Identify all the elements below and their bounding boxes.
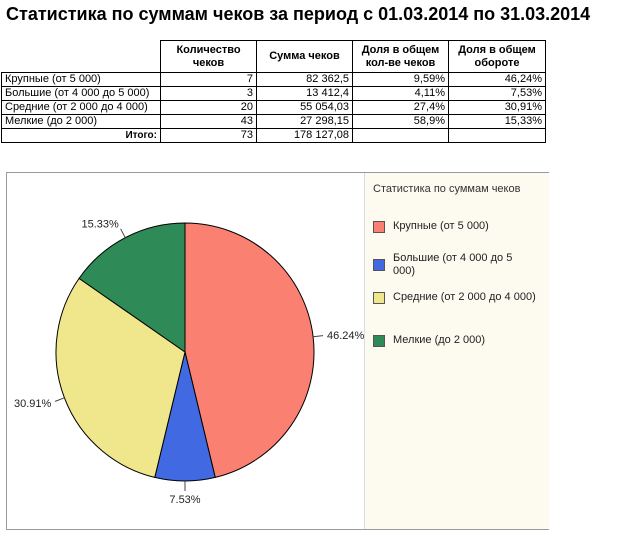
row-label: Крупные (от 5 000) xyxy=(1,72,161,87)
table-total-row: Итого: 73 178 127,08 xyxy=(1,128,546,143)
legend-swatch xyxy=(373,259,385,271)
legend-swatch xyxy=(373,335,385,347)
total-share-turnover xyxy=(448,128,546,143)
total-label: Итого: xyxy=(1,128,161,143)
row-share-turnover: 30,91% xyxy=(448,100,546,115)
slice-leader-line xyxy=(313,335,324,338)
table-header-row: Количество чеков Сумма чеков Доля в обще… xyxy=(1,40,546,73)
row-count: 43 xyxy=(160,114,257,129)
chart-legend: Статистика по суммам чеков Крупные (от 5… xyxy=(364,173,549,529)
slice-label: 7.53% xyxy=(169,494,200,506)
slice-label: 46.24% xyxy=(327,330,364,342)
header-cell-share-count: Доля в общем кол-ве чеков xyxy=(352,40,449,73)
row-count: 7 xyxy=(160,72,257,87)
row-label: Средние (от 2 000 до 4 000) xyxy=(1,100,161,115)
pie-chart: 46.24% 7.53% 30.91% 15.33% xyxy=(14,218,365,506)
table-row: Крупные (от 5 000) 7 82 362,5 9,59% 46,2… xyxy=(1,72,546,87)
row-share-count: 4,11% xyxy=(352,86,449,101)
report-title: Статистика по суммам чеков за период с 0… xyxy=(6,4,591,24)
row-count: 3 xyxy=(160,86,257,101)
row-share-count: 9,59% xyxy=(352,72,449,87)
row-share-turnover: 7,53% xyxy=(448,86,546,101)
row-count: 20 xyxy=(160,100,257,115)
row-sum: 13 412,4 xyxy=(256,86,353,101)
header-cell-count: Количество чеков xyxy=(160,40,257,73)
header-cell-sum: Сумма чеков xyxy=(256,40,353,73)
total-share-count xyxy=(352,128,449,143)
row-share-turnover: 46,24% xyxy=(448,72,546,87)
total-sum: 178 127,08 xyxy=(256,128,353,143)
slice-leader-line xyxy=(54,397,65,402)
legend-label: Мелкие (до 2 000) xyxy=(393,334,486,346)
slice-label: 30.91% xyxy=(14,398,52,410)
row-share-count: 27,4% xyxy=(352,100,449,115)
table-row: Средние (от 2 000 до 4 000) 20 55 054,03… xyxy=(1,100,546,115)
legend-label: Большие (от 4 000 до 5 000) xyxy=(393,252,513,277)
pie-slice xyxy=(78,222,186,353)
row-sum: 55 054,03 xyxy=(256,100,353,115)
row-label: Мелкие (до 2 000) xyxy=(1,114,161,129)
header-cell-share-turnover: Доля в общем обороте xyxy=(448,40,546,73)
row-sum: 82 362,5 xyxy=(256,72,353,87)
header-cell-corner xyxy=(1,40,161,73)
legend-title: Статистика по суммам чеков xyxy=(373,183,521,195)
legend-label: Средние (от 2 000 до 4 000) xyxy=(393,291,536,303)
row-share-count: 58,9% xyxy=(352,114,449,129)
statistics-table: Количество чеков Сумма чеков Доля в обще… xyxy=(1,40,546,143)
pie-slice xyxy=(55,277,186,479)
table-row: Большие (от 4 000 до 5 000) 3 13 412,4 4… xyxy=(1,86,546,101)
legend-swatch xyxy=(373,292,385,304)
row-label: Большие (от 4 000 до 5 000) xyxy=(1,86,161,101)
chart-frame: 46.24% 7.53% 30.91% 15.33% Статистика по су… xyxy=(6,172,549,530)
slice-label: 15.33% xyxy=(81,218,119,230)
row-share-turnover: 15,33% xyxy=(448,114,546,129)
row-sum: 27 298,15 xyxy=(256,114,353,129)
table-row: Мелкие (до 2 000) 43 27 298,15 58,9% 15,… xyxy=(1,114,546,129)
slice-leader-line xyxy=(120,228,126,238)
legend-swatch xyxy=(373,221,385,233)
total-count: 73 xyxy=(160,128,257,143)
legend-label: Крупные (от 5 000) xyxy=(393,220,489,232)
